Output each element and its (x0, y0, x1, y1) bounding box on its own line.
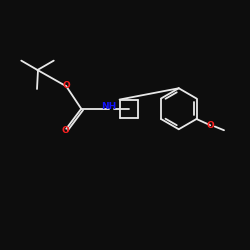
Text: NH: NH (101, 102, 116, 111)
Text: O: O (206, 121, 214, 130)
Text: O: O (63, 80, 71, 90)
Text: O: O (61, 126, 69, 135)
